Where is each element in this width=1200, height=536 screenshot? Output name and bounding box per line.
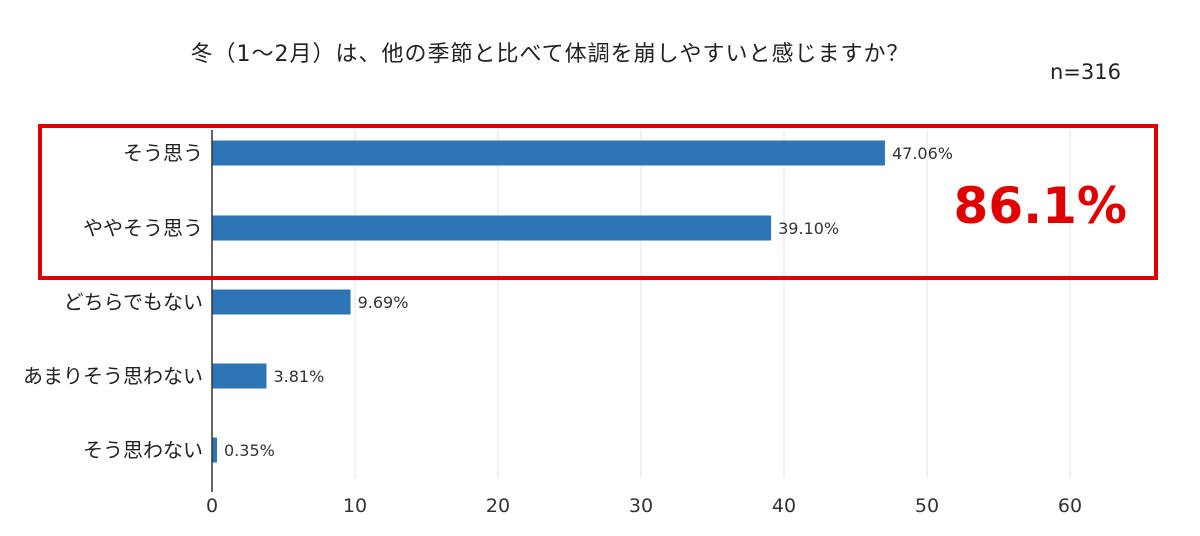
- category-label: そう思わない: [83, 438, 203, 462]
- chart-title: 冬（1〜2月）は、他の季節と比べて体調を崩しやすいと感じますか？: [190, 42, 910, 67]
- bar: [212, 363, 267, 389]
- x-tick-label: 40: [772, 495, 796, 517]
- value-label: 9.69%: [358, 293, 409, 312]
- x-tick-label: 10: [343, 495, 367, 517]
- category-label: そう思う: [123, 141, 203, 165]
- category-label: どちらでもない: [64, 290, 203, 314]
- category-label: あまりそう思わない: [23, 364, 203, 388]
- x-tick-label: 30: [629, 495, 653, 517]
- highlight-box: [38, 124, 1158, 280]
- x-tick-label: 0: [206, 495, 218, 517]
- value-label: 0.35%: [224, 441, 275, 460]
- value-label: 47.06%: [892, 144, 953, 163]
- value-label: 39.10%: [778, 219, 839, 238]
- bar: [212, 215, 772, 241]
- x-tick-label: 60: [1058, 495, 1082, 517]
- bar: [212, 437, 218, 463]
- bar: [212, 289, 351, 315]
- value-label: 3.81%: [273, 367, 324, 386]
- category-label: ややそう思う: [83, 216, 203, 240]
- sample-size-note: n=316: [1050, 60, 1121, 84]
- highlight-total-label: 86.1%: [954, 177, 1127, 235]
- x-tick-label: 20: [486, 495, 510, 517]
- x-tick-label: 50: [915, 495, 939, 517]
- bar: [212, 140, 885, 166]
